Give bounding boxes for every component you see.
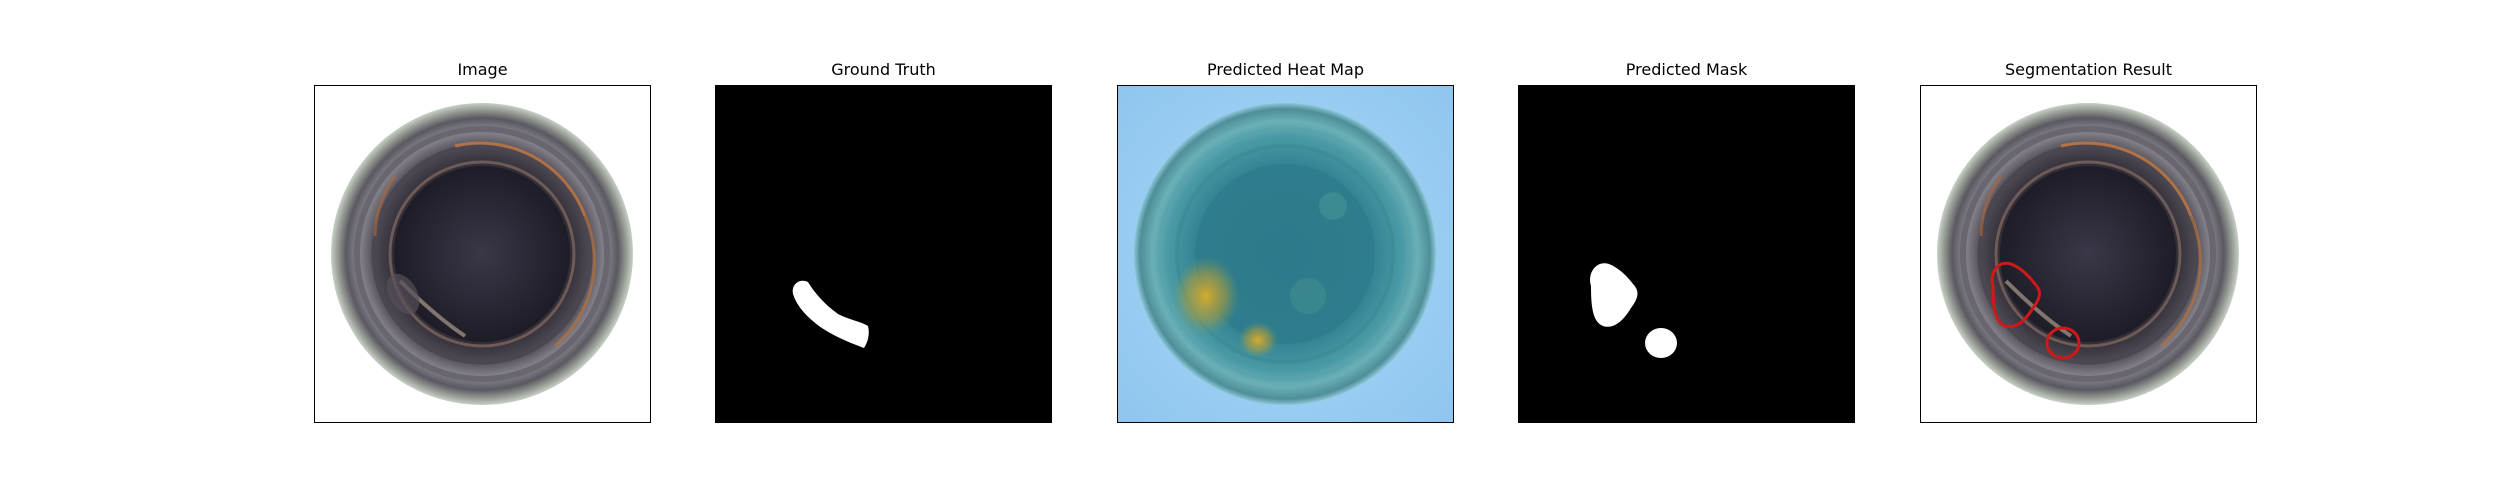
panel-title-ground-truth: Ground Truth — [831, 60, 936, 79]
segmentation-contour-large — [1990, 261, 2041, 329]
segmentation-result-frame — [1920, 85, 2257, 423]
predicted-region-small — [1645, 328, 1677, 358]
predicted-region-large — [1590, 263, 1638, 327]
panel-ground-truth: Ground Truth — [715, 0, 1052, 500]
panel-heat-map: Predicted Heat Map — [1117, 0, 1454, 500]
panel-title-image: Image — [457, 60, 508, 79]
ground-truth-frame — [715, 85, 1052, 423]
image-frame — [314, 85, 651, 423]
panel-title-predicted-mask: Predicted Mask — [1625, 60, 1748, 79]
heat-map-image — [1118, 86, 1453, 422]
ground-truth-region — [792, 280, 869, 348]
ground-truth-mask — [716, 86, 1051, 422]
bottle-image — [315, 86, 650, 422]
panel-image: Image — [314, 0, 651, 500]
predicted-mask-frame — [1518, 85, 1855, 423]
panel-predicted-mask: Predicted Mask — [1518, 0, 1855, 500]
heat-map-frame — [1117, 85, 1454, 423]
segmentation-overlay — [1921, 86, 2256, 422]
panel-title-heat-map: Predicted Heat Map — [1207, 60, 1364, 79]
panel-segmentation-result: Segmentation Result — [1920, 0, 2257, 500]
predicted-mask — [1519, 86, 1854, 422]
segmentation-contour-small — [2045, 326, 2081, 360]
panel-title-segmentation-result: Segmentation Result — [2005, 60, 2172, 79]
